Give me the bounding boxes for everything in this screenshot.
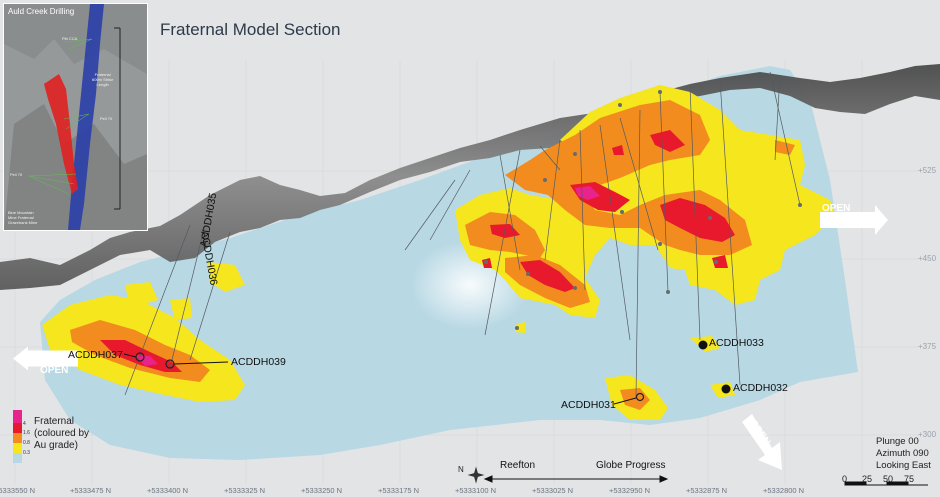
scale-label: 0	[842, 474, 848, 484]
northing-label: +5332800 N	[763, 486, 805, 495]
inset-label: Pell 70	[10, 172, 23, 177]
drillhole-label: ACDDH032	[733, 382, 788, 394]
drill-traces	[124, 71, 801, 399]
legend-value: 4	[23, 421, 26, 427]
direction-arrows	[483, 475, 669, 483]
direction-left-label: Reefton	[500, 460, 536, 471]
northing-label: +5333100 N	[455, 486, 497, 495]
plunge-label: Plunge 00	[876, 436, 919, 447]
northing-label: +5333175 N	[378, 486, 420, 495]
inset-map: Auld Creek Drilling Pitt CCA Fraternal 6…	[3, 3, 148, 231]
drillhole-label: ACDDH037	[68, 349, 123, 361]
drillhole-label: ACDDH033	[709, 337, 764, 349]
inset-label: Pell 70	[100, 116, 113, 121]
northing-label: +5332875 N	[686, 486, 728, 495]
legend-title: Fraternal (coloured by Au grade)	[34, 416, 90, 451]
open-label-right: OPEN	[822, 203, 851, 214]
elevation-label: +525	[918, 166, 937, 175]
northing-label: +5333400 N	[147, 486, 189, 495]
legend-value: 1.6	[23, 430, 30, 436]
elevation-label: +375	[918, 342, 937, 351]
scale-label: 50	[883, 474, 894, 484]
open-arrows	[13, 205, 888, 470]
legend-value: 0.8	[23, 440, 30, 446]
northing-label: +5332950 N	[609, 486, 651, 495]
grade-shell-magenta	[135, 186, 600, 366]
elevation-label: +450	[918, 254, 937, 263]
azimuth-label: Azimuth 090	[876, 448, 929, 459]
open-label-left: OPEN	[40, 365, 69, 376]
northing-label: +5333325 N	[224, 486, 266, 495]
terrain-surface	[0, 64, 940, 290]
drillhole-label: ACDDH031	[561, 399, 616, 411]
drillhole-label: ACDDH039	[231, 356, 286, 368]
scale-bar	[844, 481, 928, 486]
inset-label: Blue Mountain Mine Fraternal Grazebank M…	[8, 210, 38, 225]
compass-icon	[467, 466, 485, 484]
legend-value: 0.3	[23, 450, 30, 456]
northing-label: +5333250 N	[301, 486, 343, 495]
inset-map-graphic	[4, 4, 147, 230]
scale-label: 75	[904, 474, 915, 484]
legend-swatches	[13, 410, 22, 463]
looking-label: Looking East	[876, 460, 931, 471]
northing-label: +5333025 N	[532, 486, 574, 495]
page-title: Fraternal Model Section	[160, 20, 341, 39]
inset-label: Fraternal 600m Strike Length	[92, 72, 114, 87]
compass-north-label: N	[458, 465, 464, 474]
elevation-label: +300	[918, 430, 937, 439]
northing-label: +5333475 N	[70, 486, 112, 495]
inset-label: Pitt CCA	[62, 36, 78, 41]
direction-right-label: Globe Progress	[596, 460, 666, 471]
named-hole-markers	[123, 340, 731, 405]
inset-title: Auld Creek Drilling	[8, 7, 75, 16]
northing-label: +5333550 N	[0, 486, 36, 495]
view-info: Plunge 00 Azimuth 090 Looking East	[876, 436, 931, 472]
drill-intercept-markers	[484, 90, 802, 330]
scale-label: 25	[862, 474, 873, 484]
